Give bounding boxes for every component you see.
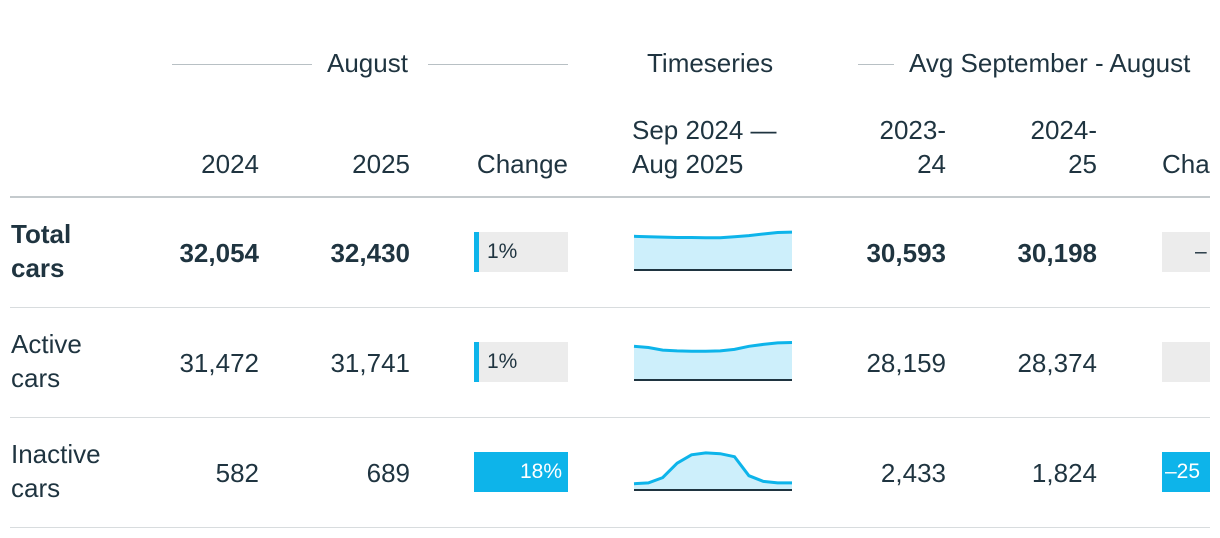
avg-change-bar-value: –25	[1165, 460, 1201, 483]
table-row-label: Active cars	[11, 327, 82, 395]
row-divider	[10, 527, 1210, 528]
column-header-avg-2024-25: 2024- 25	[1031, 113, 1098, 181]
column-header-avg-2024-25-line2: 25	[1068, 149, 1097, 179]
avg-change-bar: –25	[1162, 452, 1210, 492]
cell-aug-2024: 31,472	[179, 348, 259, 378]
change-bar-value: 18%	[519, 460, 562, 483]
cell-avg-2023-24: 28,159	[866, 348, 946, 378]
avg-change-bar-value: –	[1195, 240, 1207, 263]
timeseries-group-label: Timeseries	[647, 48, 774, 78]
column-header-avg-2023-24-line2: 24	[917, 149, 946, 179]
avg-change-bar-clip: –	[1162, 232, 1210, 272]
header-divider	[10, 196, 1210, 198]
column-header-period-line1: Sep 2024 —	[632, 115, 777, 145]
cell-avg-2024-25: 1,824	[1031, 458, 1097, 488]
cell-aug-2025: 32,430	[330, 238, 410, 268]
column-header-period-line2: Aug 2025	[632, 149, 744, 179]
column-header-2025: 2025	[352, 149, 410, 179]
avg-change-bar	[1162, 342, 1210, 382]
change-bar-value: 1%	[487, 350, 518, 373]
sparkline-line	[633, 451, 792, 486]
sparkline-area	[634, 232, 792, 270]
change-bar: 18%	[474, 452, 568, 492]
cell-aug-2024: 582	[215, 458, 259, 488]
change-bar: 1%	[474, 342, 568, 382]
change-bar: 1%	[474, 232, 568, 272]
change-bar-fill	[474, 452, 568, 492]
change-bar-fill	[474, 342, 479, 382]
row-label-line1: Inactive	[11, 439, 101, 469]
change-bar-value: 1%	[487, 240, 518, 263]
avg-change-bar: –	[1162, 232, 1210, 272]
cell-avg-2024-25: 30,198	[1017, 238, 1097, 268]
cell-avg-2023-24: 30,593	[866, 238, 946, 268]
column-header-avg-change-clip: Cha	[1162, 147, 1210, 183]
august-group-rule-left	[172, 64, 312, 65]
table-row-label: Inactive cars	[11, 437, 101, 505]
change-bar-fill	[474, 232, 479, 272]
cell-aug-2025: 689	[366, 458, 410, 488]
row-label-line2: cars	[11, 253, 65, 283]
column-header-avg-2024-25-line1: 2024-	[1030, 115, 1098, 145]
avg-group-label: Avg September - August	[909, 48, 1191, 78]
sparkline-line	[633, 341, 793, 353]
row-divider	[10, 417, 1210, 418]
row-label-line2: cars	[11, 363, 61, 393]
august-group-rule-right	[428, 64, 568, 65]
sparkline-line	[633, 230, 793, 240]
avg-group-rule-left	[858, 64, 894, 65]
row-label-line1: Total	[11, 219, 72, 249]
avg-change-bar-fill	[1162, 452, 1210, 492]
timeseries-sparkline	[633, 341, 793, 381]
sparkline-area	[634, 452, 792, 490]
cell-aug-2025: 31,741	[330, 348, 410, 378]
cell-avg-2023-24: 2,433	[880, 458, 946, 488]
column-header-period: Sep 2024 — Aug 2025	[632, 113, 777, 181]
august-group-label: August	[327, 48, 408, 78]
avg-change-bar-clip: –25	[1162, 452, 1210, 492]
column-header-avg-change: Cha	[1162, 149, 1210, 179]
column-header-avg-2023-24: 2023- 24	[880, 113, 947, 181]
table-row-label: Total cars	[11, 217, 71, 285]
column-header-change: Change	[476, 149, 568, 179]
timeseries-sparkline	[633, 230, 793, 271]
column-header-avg-2023-24-line1: 2023-	[879, 115, 947, 145]
row-divider	[10, 307, 1210, 308]
column-header-2024: 2024	[201, 149, 259, 179]
row-label-line2: cars	[11, 473, 61, 503]
cell-aug-2024: 32,054	[179, 238, 259, 268]
timeseries-sparkline	[633, 451, 792, 491]
avg-change-bar-clip	[1162, 342, 1210, 382]
row-label-line1: Active	[11, 329, 82, 359]
cell-avg-2024-25: 28,374	[1017, 348, 1097, 378]
